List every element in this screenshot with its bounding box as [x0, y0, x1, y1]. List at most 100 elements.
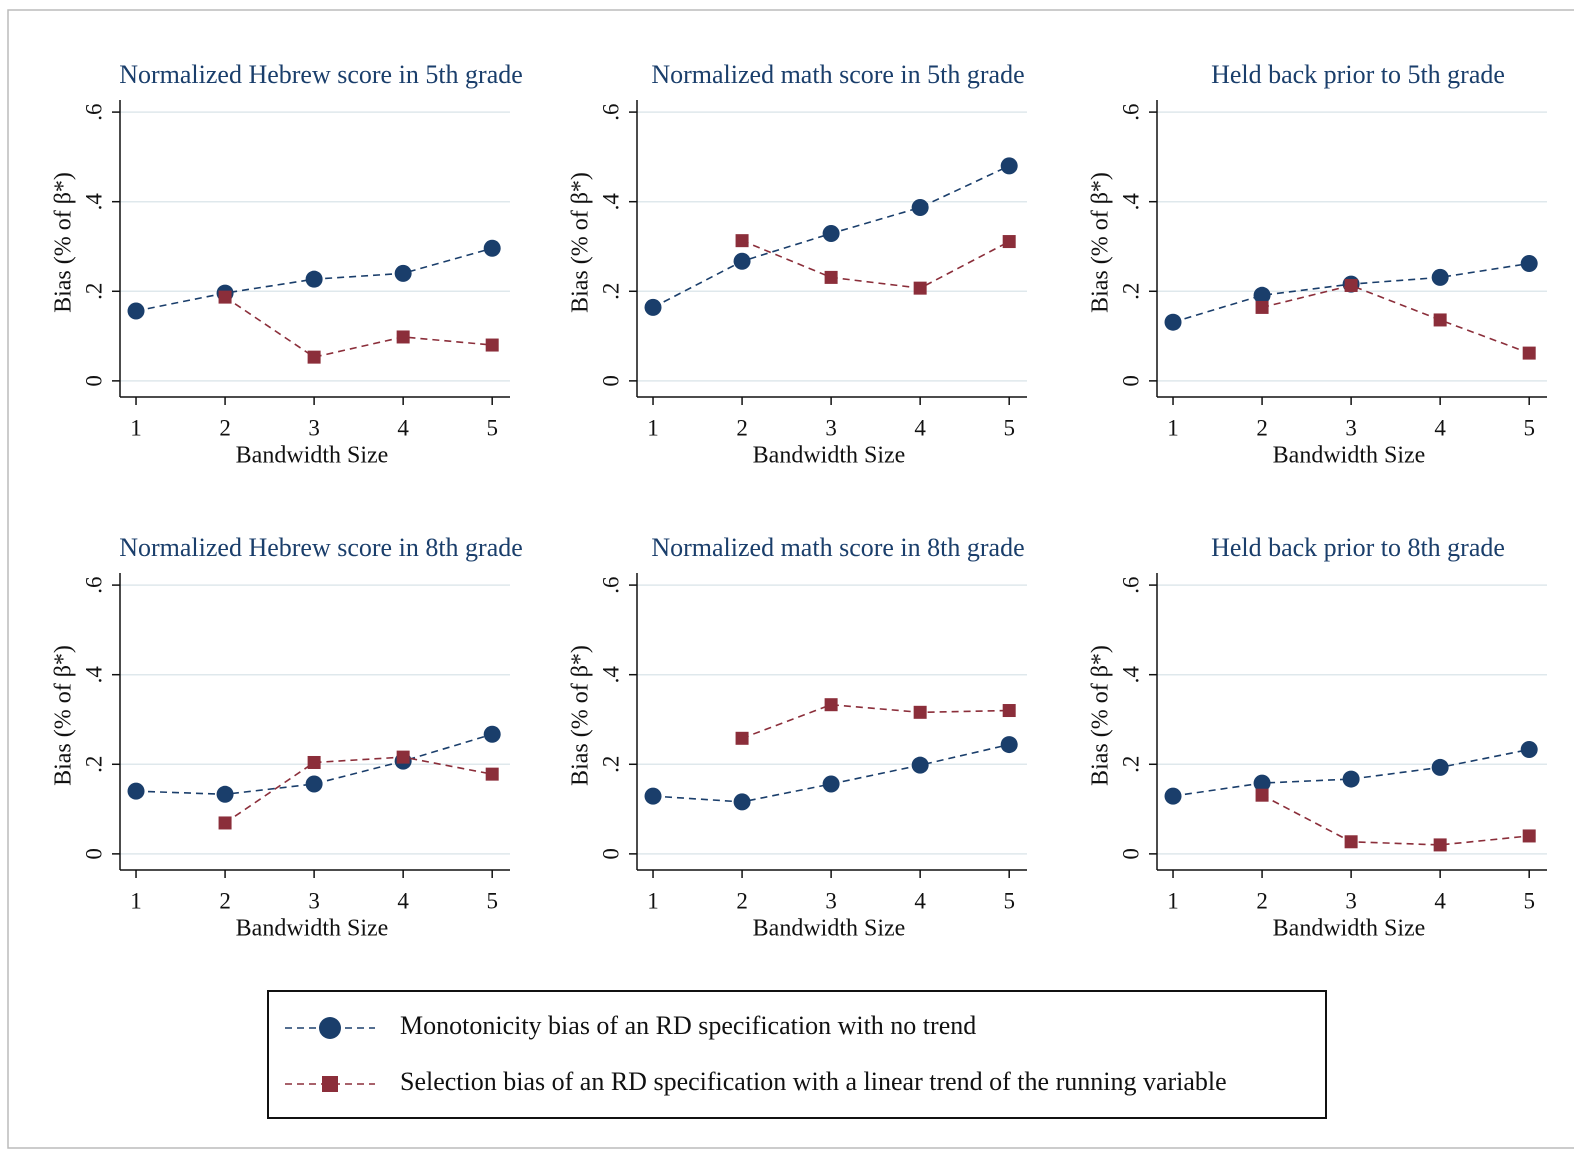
- point: [396, 330, 410, 344]
- point: [218, 290, 232, 304]
- x-tick-label: 4: [397, 415, 409, 440]
- point: [127, 302, 145, 320]
- y-tick-label: .6: [1118, 576, 1143, 593]
- point: [394, 264, 412, 282]
- point: [1253, 286, 1271, 304]
- point: [911, 756, 929, 774]
- x-tick-label: 5: [1003, 415, 1015, 440]
- x-tick-label: 1: [647, 415, 659, 440]
- point: [913, 281, 927, 295]
- y-tick-label: 0: [1118, 375, 1143, 387]
- point: [733, 252, 751, 270]
- point: [1253, 774, 1271, 792]
- chart-title: Held back prior to 5th grade: [1211, 60, 1505, 89]
- point: [1522, 346, 1536, 360]
- legend-marker: [319, 1017, 341, 1039]
- point: [824, 270, 838, 284]
- chart-title: Normalized math score in 8th grade: [651, 533, 1024, 562]
- point: [1000, 157, 1018, 175]
- point: [305, 775, 323, 793]
- point: [1002, 704, 1016, 718]
- point: [218, 816, 232, 830]
- x-tick-label: 4: [914, 415, 926, 440]
- y-tick-label: 0: [598, 848, 623, 860]
- point: [822, 775, 840, 793]
- y-axis-label: Bias (% of β*): [51, 172, 77, 313]
- legend-label: Monotonicity bias of an RD specification…: [400, 1011, 976, 1040]
- y-tick-label: 0: [1118, 848, 1143, 860]
- x-axis-label: Bandwidth Size: [753, 443, 906, 469]
- point: [1164, 313, 1182, 331]
- point: [824, 698, 838, 712]
- series-line: [135, 733, 493, 796]
- point: [1433, 838, 1447, 852]
- y-tick-label: 0: [598, 375, 623, 387]
- x-axis-label: Bandwidth Size: [1273, 916, 1426, 942]
- series-line: [741, 239, 1010, 289]
- x-tick-label: 3: [825, 415, 837, 440]
- x-tick-label: 4: [397, 888, 409, 913]
- x-tick-label: 4: [1434, 888, 1446, 913]
- x-tick-label: 4: [1434, 415, 1446, 440]
- point: [735, 731, 749, 745]
- x-axis-label: Bandwidth Size: [753, 916, 906, 942]
- point: [485, 338, 499, 352]
- x-tick-label: 1: [647, 888, 659, 913]
- y-tick-label: .4: [81, 666, 106, 684]
- point: [1255, 300, 1269, 314]
- x-tick-label: 2: [219, 888, 231, 913]
- point: [1431, 268, 1449, 286]
- series-line: [1172, 262, 1530, 323]
- point: [127, 782, 145, 800]
- chart-title: Held back prior to 8th grade: [1211, 533, 1505, 562]
- point: [1002, 235, 1016, 249]
- x-tick-label: 5: [486, 888, 498, 913]
- x-tick-label: 1: [1167, 415, 1179, 440]
- y-tick-label: .2: [598, 283, 623, 300]
- y-tick-label: .4: [1118, 193, 1143, 211]
- point: [483, 725, 501, 743]
- y-axis-label: Bias (% of β*): [568, 645, 594, 786]
- chart-title: Normalized Hebrew score in 5th grade: [119, 60, 523, 89]
- x-tick-label: 3: [308, 888, 320, 913]
- x-tick-label: 4: [914, 888, 926, 913]
- point: [1520, 255, 1538, 273]
- frame: [7, 9, 1574, 1149]
- legend-marker: [322, 1076, 338, 1092]
- y-tick-label: .6: [598, 576, 623, 593]
- x-tick-label: 3: [825, 888, 837, 913]
- y-tick-label: .6: [81, 576, 106, 593]
- point: [1433, 313, 1447, 327]
- series-line: [741, 703, 1010, 740]
- series-line: [1261, 794, 1530, 846]
- x-tick-label: 3: [1345, 415, 1357, 440]
- point: [1164, 787, 1182, 805]
- point: [911, 199, 929, 217]
- y-axis-label: Bias (% of β*): [1088, 172, 1114, 313]
- series-line: [224, 296, 493, 358]
- series-line: [1261, 284, 1530, 354]
- x-tick-label: 2: [736, 415, 748, 440]
- x-tick-label: 5: [1003, 888, 1015, 913]
- chart-title: Normalized Hebrew score in 8th grade: [119, 533, 523, 562]
- y-axis-label: Bias (% of β*): [1088, 645, 1114, 786]
- point: [1431, 758, 1449, 776]
- series-line: [224, 756, 493, 824]
- y-tick-label: .4: [598, 666, 623, 684]
- y-tick-label: .6: [1118, 103, 1143, 120]
- point: [644, 298, 662, 316]
- y-tick-label: 0: [81, 375, 106, 387]
- point: [822, 224, 840, 242]
- legend-label: Selection bias of an RD specification wi…: [400, 1067, 1227, 1096]
- point: [733, 793, 751, 811]
- y-tick-label: .2: [598, 756, 623, 773]
- series-line: [652, 743, 1010, 803]
- x-tick-label: 2: [1256, 415, 1268, 440]
- x-tick-label: 5: [486, 415, 498, 440]
- x-tick-label: 2: [219, 415, 231, 440]
- y-tick-label: .2: [1118, 283, 1143, 300]
- y-tick-label: .4: [81, 193, 106, 211]
- point: [1344, 278, 1358, 292]
- point: [1520, 740, 1538, 758]
